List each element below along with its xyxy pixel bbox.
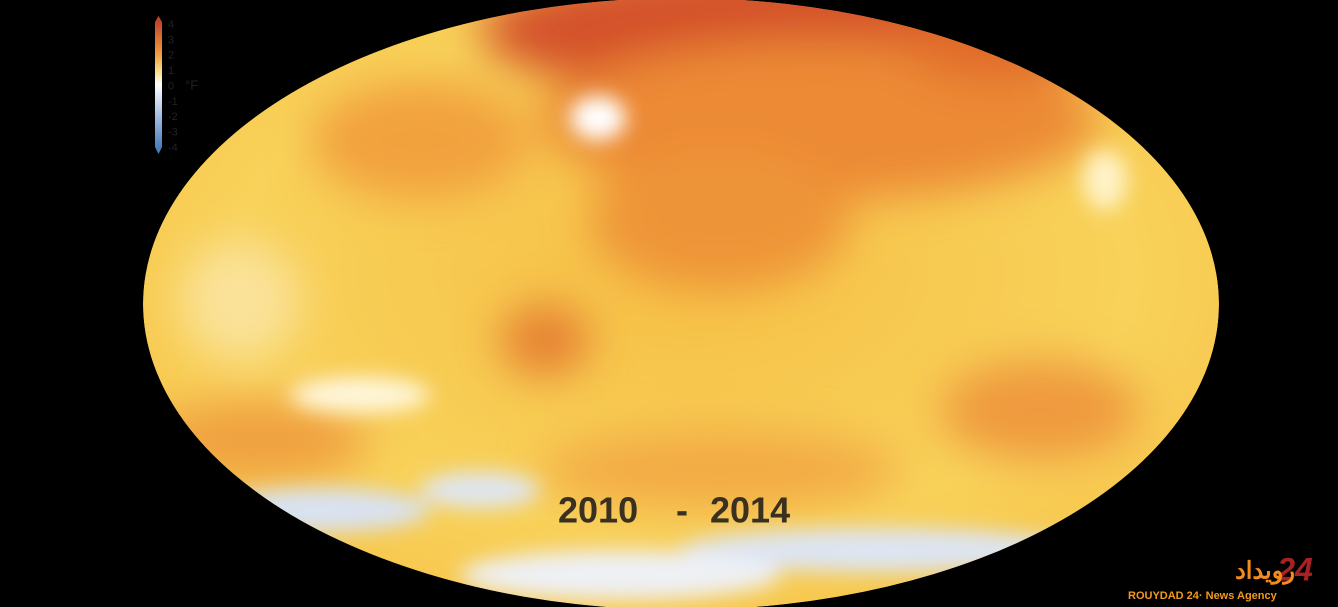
colorbar-tick-label: -3 xyxy=(168,127,178,139)
period-separator: - xyxy=(676,490,688,531)
colorbar-tick-label: -2 xyxy=(168,111,178,123)
colorbar-tick-label: 0 xyxy=(168,80,174,92)
globe xyxy=(143,0,1219,607)
unit-label: °F xyxy=(185,77,198,92)
colorbar-tick-label: -4 xyxy=(168,142,178,154)
watermark: 24 رویداد ROUYDAD 24· News Agency xyxy=(1128,551,1313,601)
colorbar-tick-label: 1 xyxy=(168,65,174,77)
period-label: 2010 - 2014 xyxy=(558,490,790,531)
colorbar-tick-label: 2 xyxy=(168,50,174,62)
logo-number: 24 xyxy=(1276,551,1313,587)
watermark-caption: ROUYDAD 24· News Agency xyxy=(1128,590,1278,602)
colorbar-tick-label: -1 xyxy=(168,96,178,108)
period-start: 2010 xyxy=(558,490,638,531)
colorbar xyxy=(155,16,162,154)
colorbar-ticks: 4 3 2 1 0 -1 -2 -3 -4 xyxy=(168,19,178,154)
logo-text: رویداد xyxy=(1235,557,1295,585)
period-end: 2014 xyxy=(710,490,790,531)
colorbar-tick-label: 4 xyxy=(168,19,174,31)
colorbar-tick-label: 3 xyxy=(168,34,174,46)
